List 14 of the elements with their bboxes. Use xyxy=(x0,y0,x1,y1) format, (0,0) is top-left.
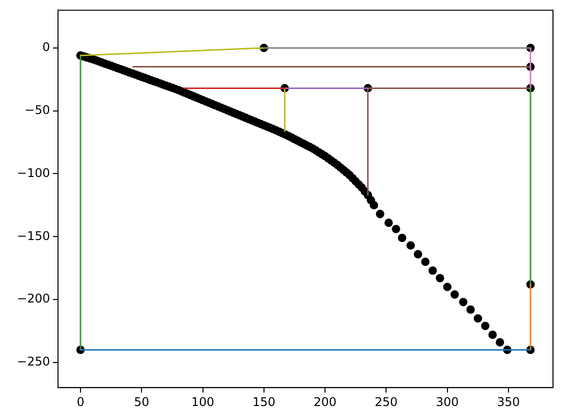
y-tick-label: −200 xyxy=(17,292,50,306)
x-tick-label: 350 xyxy=(497,394,520,409)
x-tick-label: 50 xyxy=(134,394,150,409)
y-tick-label: −50 xyxy=(24,102,50,117)
y-tick-label: −250 xyxy=(17,354,50,369)
y-tick-label: −150 xyxy=(17,228,50,243)
x-tick-label: 100 xyxy=(191,394,214,409)
x-tick-label: 300 xyxy=(436,394,459,409)
x-tick-label: 250 xyxy=(374,394,398,409)
y-tick-label: 0 xyxy=(42,40,50,54)
x-tick-label: 0 xyxy=(76,394,84,409)
x-tick-label: 200 xyxy=(314,394,337,409)
x-tick-label: 150 xyxy=(252,394,276,409)
y-tick-label: −100 xyxy=(17,166,50,180)
